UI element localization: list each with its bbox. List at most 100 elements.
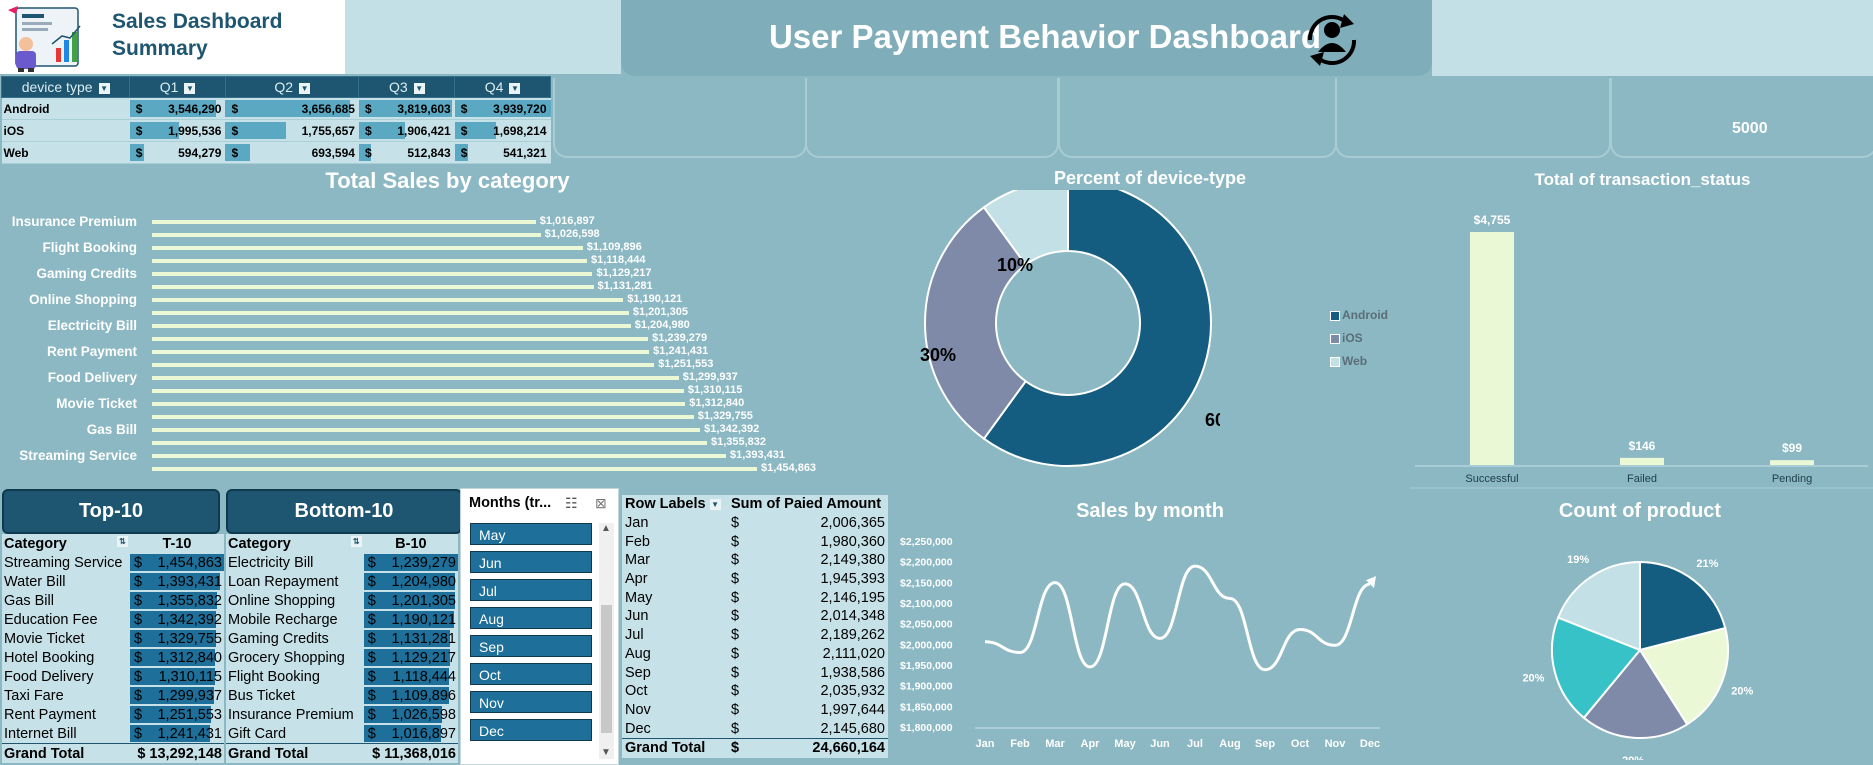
- monthly-pivot-table: Row Labels ▼ Sum of Paied Amount Jan $2,00…: [622, 495, 888, 758]
- category-bar-value: $1,109,896: [586, 241, 642, 253]
- category-bar: [152, 376, 679, 380]
- sort-filter-icon[interactable]: ⇅: [116, 535, 128, 547]
- slicer-item-may[interactable]: May: [470, 523, 592, 545]
- category-bar: [152, 389, 684, 393]
- currency-symbol: $: [367, 554, 376, 571]
- slicer-item-aug[interactable]: Aug: [470, 607, 592, 629]
- filter-dropdown-icon[interactable]: ▼: [709, 499, 721, 511]
- data-bar: [129, 592, 218, 609]
- table-row: Loan Repayment $1,204,980: [226, 572, 458, 591]
- quarter-value: 512,843: [407, 145, 451, 160]
- table-row: Oct $2,035,932: [622, 681, 888, 701]
- month-cell: Mar: [622, 551, 728, 570]
- sales-by-category-title: Total Sales by category: [325, 168, 570, 193]
- category-cell: Insurance Premium: [226, 705, 364, 724]
- device-type-cell: Android: [1, 97, 130, 120]
- multi-select-icon[interactable]: ☷: [565, 495, 578, 511]
- category-bar-value: $1,131,281: [597, 280, 653, 292]
- category-label: Streaming Service: [19, 448, 137, 463]
- value-cell: $1,355,832: [129, 591, 224, 610]
- category-label: Online Shopping: [29, 292, 137, 307]
- clear-filter-icon[interactable]: ⊠: [595, 495, 607, 511]
- qtable-header-q1[interactable]: Q1 ▼: [129, 76, 226, 98]
- pie-slice: [1582, 648, 1689, 739]
- pivot-header-row-labels[interactable]: Row Labels ▼: [622, 495, 728, 514]
- y-axis-tick-label: $1,850,000: [900, 701, 953, 713]
- value-text: 1,118,444: [392, 668, 456, 685]
- filter-dropdown-icon[interactable]: ▼: [509, 82, 521, 94]
- slicer-item-dec[interactable]: Dec: [470, 719, 592, 741]
- quarter-value: 693,594: [311, 145, 355, 160]
- category-cell: Taxi Fare: [2, 686, 130, 705]
- table-row: Flight Booking $1,118,444: [226, 667, 458, 686]
- data-bar: [225, 144, 250, 161]
- month-cell: Jul: [622, 625, 728, 645]
- data-bar: [129, 573, 221, 590]
- bottom-10-button[interactable]: Bottom-10: [226, 489, 462, 534]
- status-category-label: Successful: [1465, 473, 1518, 485]
- slicer-item-nov[interactable]: Nov: [470, 691, 592, 713]
- data-bar: [363, 573, 456, 590]
- category-bar-value: $1,239,279: [652, 332, 708, 344]
- quarter-value-cell: $3,819,603: [358, 97, 455, 120]
- filter-dropdown-icon[interactable]: ▼: [184, 82, 196, 94]
- category-cell: Food Delivery: [2, 667, 130, 686]
- category-bar-value: $1,251,553: [658, 358, 714, 370]
- x-axis-month-label: Oct: [1291, 738, 1310, 750]
- quarter-value: 1,906,421: [397, 123, 451, 138]
- data-bar: [129, 144, 145, 161]
- bottom10-header-category[interactable]: Category ⇅: [226, 534, 364, 553]
- slicer-scrollbar[interactable]: ▲ ▼: [599, 523, 614, 759]
- slicer-item-jul[interactable]: Jul: [470, 579, 592, 601]
- slicer-item-sep[interactable]: Sep: [470, 635, 592, 657]
- data-bar: [129, 630, 216, 647]
- qtable-header-device[interactable]: device type ▼: [0, 76, 131, 98]
- pie-slice-label: 21%: [1696, 558, 1718, 570]
- qtable-header-q2[interactable]: Q2 ▼: [224, 76, 360, 98]
- top10-header-value: T-10: [129, 534, 224, 553]
- table-row: Gas Bill $1,355,832: [2, 591, 224, 610]
- currency-symbol: $: [133, 592, 143, 609]
- value-cell: $1,241,431: [129, 724, 224, 744]
- data-bar: [363, 668, 449, 685]
- scrollbar-thumb[interactable]: [601, 605, 612, 733]
- scroll-up-icon[interactable]: ▲: [601, 523, 611, 534]
- value-text: 1,454,863: [157, 554, 222, 571]
- top10-header-category[interactable]: Category ⇅: [2, 534, 130, 553]
- filter-dropdown-icon[interactable]: ▼: [413, 82, 425, 94]
- qtable-header-q3[interactable]: Q3 ▼: [358, 76, 456, 98]
- slicer-item-oct[interactable]: Oct: [470, 663, 592, 685]
- amount-cell: 2,014,348: [754, 607, 888, 626]
- category-cell: Rent Payment: [2, 705, 130, 724]
- slicer-item-jun[interactable]: Jun: [470, 551, 592, 573]
- category-label: Flight Booking: [42, 240, 137, 255]
- currency-symbol: $: [133, 725, 143, 742]
- currency-symbol: $: [133, 611, 143, 628]
- x-axis-month-label: Dec: [1360, 738, 1380, 750]
- data-bar: [225, 100, 350, 117]
- data-bar: [129, 100, 216, 117]
- table-row: Taxi Fare $1,299,937: [2, 686, 224, 705]
- x-axis-month-label: Sep: [1255, 738, 1275, 750]
- grand-total-row: Grand Total $24,660,164: [622, 737, 888, 758]
- filter-dropdown-icon[interactable]: ▼: [299, 82, 311, 94]
- top-10-button[interactable]: Top-10: [2, 489, 220, 534]
- amount-cell: 1,945,393: [754, 569, 888, 589]
- qtable-header-q4[interactable]: Q4 ▼: [454, 76, 551, 98]
- legend-swatch: [1330, 356, 1340, 367]
- sort-filter-icon[interactable]: ⇅: [350, 535, 362, 547]
- grand-total-value: $ 11,368,016: [363, 743, 458, 763]
- x-axis-month-label: Mar: [1045, 738, 1065, 750]
- category-bar-value: $1,201,305: [632, 306, 688, 318]
- category-bar: [152, 428, 701, 432]
- category-bar-value: $1,342,392: [704, 423, 760, 435]
- currency-symbol: $: [367, 630, 376, 647]
- scroll-down-icon[interactable]: ▼: [601, 747, 611, 758]
- filter-dropdown-icon[interactable]: ▼: [98, 82, 110, 94]
- table-row: Online Shopping $1,201,305: [226, 591, 458, 610]
- table-row: Internet Bill $1,241,431: [2, 724, 224, 744]
- value-text: 1,131,281: [391, 630, 456, 647]
- category-bar-value: $1,016,897: [539, 215, 595, 227]
- data-bar: [129, 725, 210, 742]
- category-cell: Movie Ticket: [2, 629, 130, 648]
